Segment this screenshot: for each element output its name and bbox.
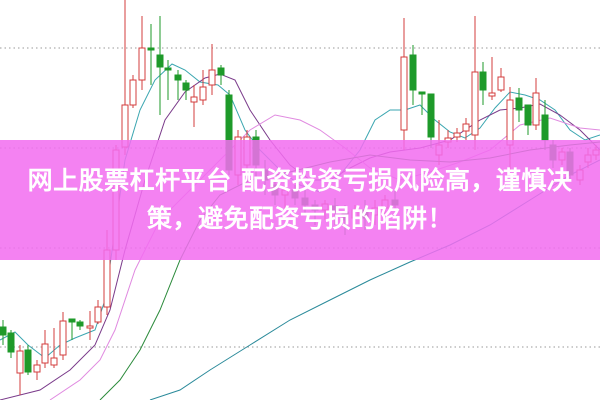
candle-down [479,71,487,91]
candle-down [418,91,426,95]
candle-up [59,320,67,356]
candle-up [488,92,496,97]
candle-down [68,318,76,323]
candle-down [147,47,155,51]
candle-up [190,96,198,103]
candle-up [208,69,216,86]
candle-up [33,364,41,373]
candle-down [164,67,172,71]
candle-down [409,54,417,91]
candle-down [515,97,523,111]
candle-up [497,76,505,91]
candle-up [41,343,49,364]
candle-down [427,93,435,138]
candle-up [138,47,146,81]
candle-up [86,325,94,329]
moving-average-line [49,114,600,400]
candle-up [400,56,408,131]
candle-up [532,92,540,126]
candle-down [182,82,190,91]
candle-up [471,71,479,136]
candle-up [50,357,58,366]
candle-up [506,99,514,146]
candle-down [7,332,15,353]
candle-down [0,326,7,336]
warning-banner: 网上股票杠杆平台 配资投资亏损风险高，谨慎决策，避免配资亏损的陷阱！ [0,140,600,260]
candle-down [174,74,182,81]
candle-up [199,86,207,101]
candle-down [156,54,164,68]
candle-down [541,114,549,141]
candle-up [94,306,102,323]
candle-down [217,67,225,76]
candle-down [24,349,32,373]
candle-up [129,79,137,106]
banner-text: 网上股票杠杆平台 配资投资亏损风险高，谨慎决策，避免配资亏损的陷阱！ [27,166,573,233]
candle-down [524,104,532,126]
candle-up [462,123,470,132]
candle-up [16,350,24,374]
candle-down [76,321,84,327]
candle-up [453,132,461,138]
